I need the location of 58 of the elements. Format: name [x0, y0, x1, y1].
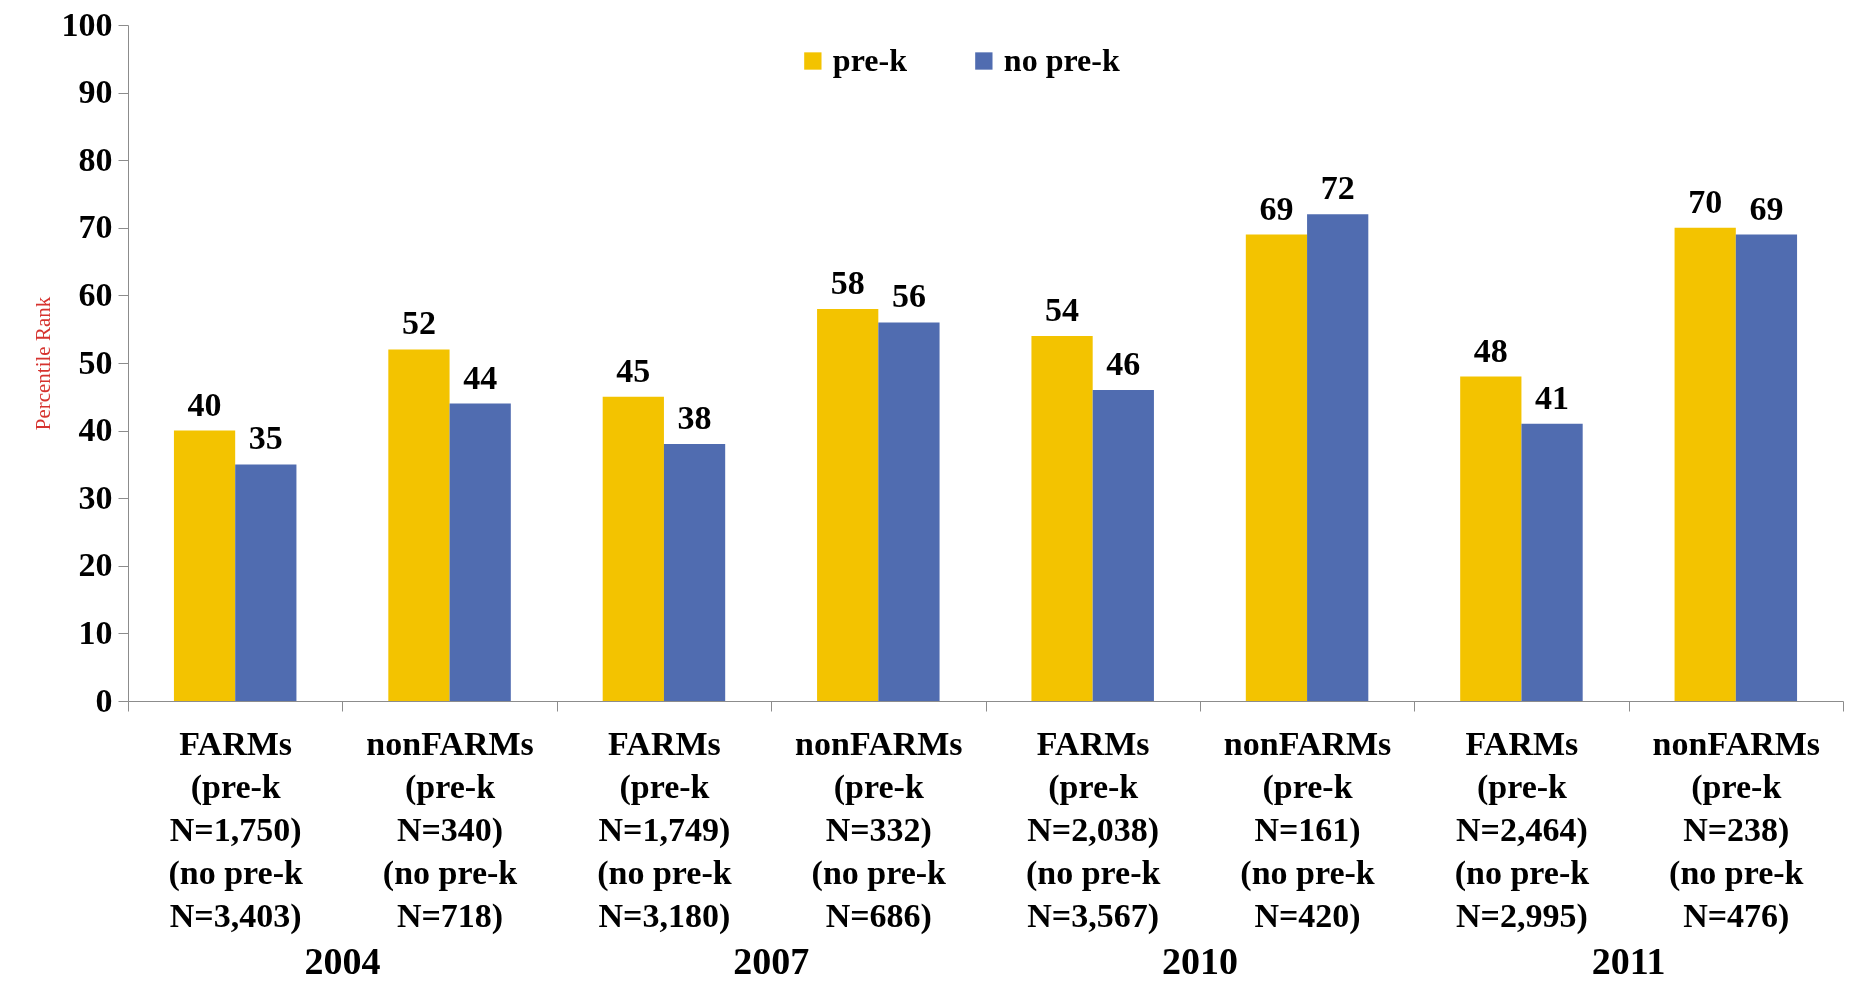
bar [602, 396, 664, 701]
y-tick-label: 60 [78, 275, 113, 313]
bar [388, 349, 450, 701]
bar [1735, 234, 1798, 701]
bar [173, 430, 236, 701]
bar [663, 444, 726, 701]
x-tick-label: FARMs (pre-k N=2,464) (no pre-k N=2,995) [1454, 724, 1590, 935]
data-label: 70 [1688, 182, 1723, 220]
data-label: 69 [1749, 189, 1784, 227]
data-label: 58 [830, 263, 865, 301]
data-label: 45 [616, 351, 651, 389]
y-tick-label: 30 [78, 478, 113, 516]
y-tick-label: 10 [78, 613, 113, 651]
bar [817, 308, 879, 701]
y-tick-label: 100 [61, 5, 113, 43]
text: 2010 [1161, 940, 1238, 982]
bar [1521, 423, 1583, 701]
x-tick-label: nonFARMs (pre-k N=340) (no pre-k N=718) [366, 724, 534, 935]
data-label: 38 [677, 399, 712, 437]
data-label: 54 [1045, 290, 1080, 328]
y-tick-label: 50 [78, 343, 113, 381]
data-label: 52 [401, 304, 436, 342]
y-tick-label: 70 [78, 208, 113, 246]
legend-label: pre-k [832, 42, 908, 78]
data-label: 46 [1106, 345, 1141, 383]
bar [235, 464, 297, 701]
data-label: 69 [1259, 189, 1294, 227]
bar [878, 322, 940, 701]
bar [1031, 335, 1093, 701]
bar [1674, 227, 1736, 701]
x-tick-label: nonFARMs (pre-k N=238) (no pre-k N=476) [1652, 724, 1821, 935]
data-label: 44 [463, 358, 498, 396]
x-tick-label: FARMs (pre-k N=1,749) (no pre-k N=3,180) [597, 724, 732, 935]
data-label: 41 [1535, 378, 1570, 416]
y-axis-title: Percentile Rank [30, 296, 55, 431]
data-label: 48 [1473, 331, 1508, 369]
data-label: 35 [248, 419, 283, 457]
bar [449, 403, 511, 701]
bar [1092, 390, 1154, 701]
y-tick-label: 90 [78, 73, 113, 111]
x-tick-label: FARMs (pre-k N=1,750) (no pre-k N=3,403) [168, 724, 303, 935]
text: 2011 [1591, 940, 1666, 982]
legend-label: no pre-k [1003, 42, 1120, 78]
x-tick-label: nonFARMs (pre-k N=161) (no pre-k N=420) [1223, 724, 1392, 935]
y-tick-label: 20 [78, 546, 113, 584]
text: 2004 [304, 940, 381, 982]
text: 2007 [733, 940, 810, 982]
y-tick-label: 40 [78, 411, 113, 449]
y-tick-label: 0 [95, 681, 113, 719]
y-tick-label: 80 [78, 140, 113, 178]
data-label: 72 [1320, 169, 1355, 207]
x-tick-label: nonFARMs (pre-k N=332) (no pre-k N=686) [795, 724, 963, 935]
data-label: 56 [891, 277, 926, 315]
bar [1460, 376, 1522, 701]
bar [1307, 214, 1369, 701]
bar [1245, 234, 1308, 701]
x-tick-label: FARMs (pre-k N=2,038) (no pre-k N=3,567) [1025, 724, 1161, 935]
data-label: 40 [187, 385, 222, 423]
